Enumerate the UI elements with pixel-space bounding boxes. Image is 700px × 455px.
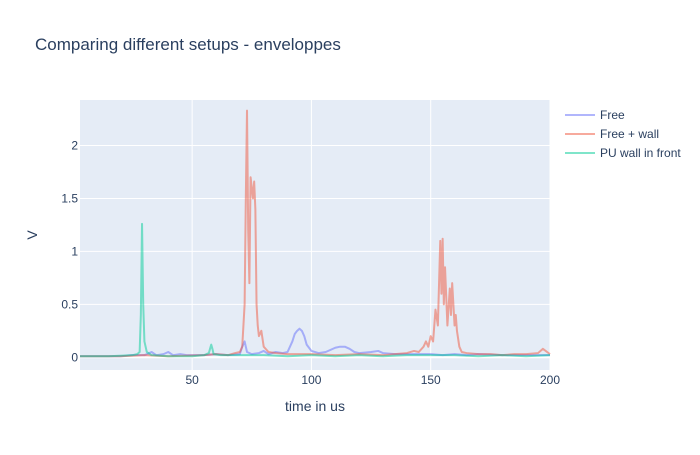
- legend-item-3[interactable]: PU wall in front: [565, 146, 681, 160]
- y-tick-label: 0: [71, 350, 78, 364]
- y-axis-label: V: [24, 230, 40, 240]
- y-tick-label: 2: [71, 139, 78, 153]
- legend: Free Free + wall PU wall in front: [565, 108, 681, 160]
- y-tick-label: 0.5: [61, 297, 78, 311]
- legend-item-2[interactable]: Free + wall: [565, 127, 659, 141]
- series-line-2[interactable]: [80, 109, 551, 358]
- x-tick-label: 100: [301, 373, 321, 387]
- grid-lines: [80, 100, 551, 370]
- x-tick-label: 150: [421, 373, 441, 387]
- y-tick-label: 1.5: [61, 191, 78, 205]
- x-tick-label: 200: [540, 373, 560, 387]
- legend-label: Free + wall: [600, 127, 659, 141]
- x-tick-label: 50: [185, 373, 199, 387]
- plot-area[interactable]: [80, 100, 550, 370]
- y-tick-label: 1: [71, 244, 78, 258]
- tick-labels: 50 100 150 200 0 0.5 1 1.5 2: [61, 139, 560, 387]
- legend-item-1[interactable]: Free: [565, 108, 625, 122]
- series-lines: [80, 109, 551, 358]
- chart-title: Comparing different setups - enveloppes: [35, 35, 341, 54]
- legend-label: Free: [600, 108, 625, 122]
- x-axis-label: time in us: [285, 398, 345, 414]
- legend-label: PU wall in front: [600, 146, 681, 160]
- series-line-3[interactable]: [80, 222, 551, 358]
